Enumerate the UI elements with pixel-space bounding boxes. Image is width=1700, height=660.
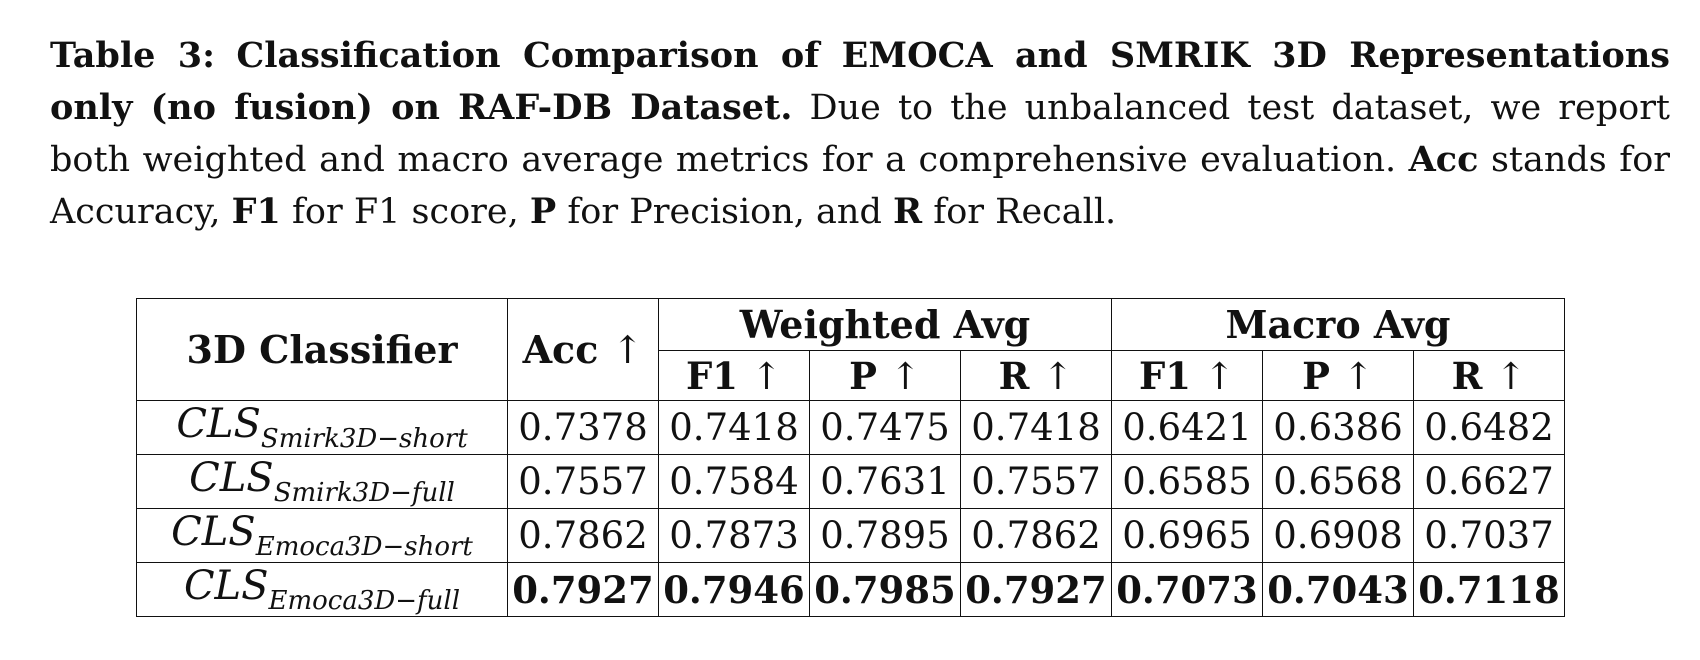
macro-r-cell: 0.7118 bbox=[1413, 562, 1565, 617]
acc-cell: 0.7927 bbox=[507, 562, 659, 617]
macro-r-cell: 0.6627 bbox=[1413, 454, 1565, 509]
caption-f1-key: F1 bbox=[231, 191, 281, 232]
up-arrow-icon: ↑ bbox=[1203, 354, 1235, 398]
up-arrow-icon: ↑ bbox=[889, 354, 921, 398]
caption-p-desc: for Precision, and bbox=[567, 192, 882, 232]
caption-p-key: P bbox=[529, 191, 557, 232]
classifier-subscript: Emoca3D−full bbox=[268, 586, 461, 616]
header-weighted-r-label: R bbox=[998, 353, 1030, 398]
macro-p-cell: 0.6568 bbox=[1262, 454, 1414, 509]
macro-f1-cell: 0.6585 bbox=[1111, 454, 1263, 509]
header-macro-r: R ↑ bbox=[1413, 350, 1565, 401]
table-row: CLSEmoca3D−short 0.7862 0.7873 0.7895 0.… bbox=[136, 508, 1565, 563]
results-table-container: 3D Classifier Acc ↑ Weighted Avg Macro A… bbox=[136, 298, 1565, 617]
caption-title: Classification Comparison of EMOCA and S… bbox=[50, 35, 1670, 128]
header-weighted-f1-label: F1 bbox=[686, 353, 739, 398]
header-weighted-avg: Weighted Avg bbox=[658, 298, 1112, 351]
weighted-r-cell: 0.7862 bbox=[960, 508, 1112, 563]
results-table: 3D Classifier Acc ↑ Weighted Avg Macro A… bbox=[136, 298, 1565, 617]
classifier-name: CLS bbox=[183, 563, 269, 609]
header-macro-f1: F1 ↑ bbox=[1111, 350, 1263, 401]
table-row-best: CLSEmoca3D−full 0.7927 0.7946 0.7985 0.7… bbox=[136, 562, 1565, 617]
caption-r-key: R bbox=[893, 191, 923, 232]
caption-r-desc: for Recall. bbox=[933, 192, 1117, 232]
header-weighted-p: P ↑ bbox=[809, 350, 961, 401]
header-macro-p-label: P bbox=[1302, 353, 1330, 398]
up-arrow-icon: ↑ bbox=[1042, 354, 1074, 398]
weighted-p-cell: 0.7895 bbox=[809, 508, 961, 563]
classifier-cell: CLSSmirk3D−full bbox=[136, 454, 508, 509]
header-macro-p: P ↑ bbox=[1262, 350, 1414, 401]
weighted-p-cell: 0.7631 bbox=[809, 454, 961, 509]
up-arrow-icon: ↑ bbox=[1495, 354, 1527, 398]
header-acc-label: Acc bbox=[522, 327, 599, 372]
classifier-name: CLS bbox=[189, 455, 274, 501]
classifier-subscript: Smirk3D−short bbox=[260, 424, 468, 454]
caption-acc-desc: stands for Accuracy, bbox=[50, 140, 1670, 232]
macro-f1-cell: 0.7073 bbox=[1111, 562, 1263, 617]
header-weighted-r: R ↑ bbox=[960, 350, 1112, 401]
macro-r-cell: 0.7037 bbox=[1413, 508, 1565, 563]
classifier-subscript: Smirk3D−full bbox=[273, 478, 455, 508]
caption-body: Due to the unbalanced test dataset, we r… bbox=[50, 88, 1670, 180]
weighted-f1-cell: 0.7418 bbox=[658, 400, 810, 455]
acc-cell: 0.7862 bbox=[507, 508, 659, 563]
header-weighted-p-label: P bbox=[849, 353, 877, 398]
weighted-r-cell: 0.7418 bbox=[960, 400, 1112, 455]
classifier-cell: CLSEmoca3D−full bbox=[136, 562, 508, 617]
header-classifier: 3D Classifier bbox=[136, 298, 508, 401]
weighted-p-cell: 0.7475 bbox=[809, 400, 961, 455]
classifier-name: CLS bbox=[176, 401, 261, 447]
header-acc: Acc ↑ bbox=[507, 298, 659, 401]
classifier-subscript: Emoca3D−short bbox=[255, 532, 473, 562]
classifier-cell: CLSEmoca3D−short bbox=[136, 508, 508, 563]
classifier-name: CLS bbox=[171, 509, 256, 555]
macro-p-cell: 0.6386 bbox=[1262, 400, 1414, 455]
weighted-r-cell: 0.7927 bbox=[960, 562, 1112, 617]
up-arrow-icon: ↑ bbox=[611, 328, 644, 372]
caption-label: Table 3: bbox=[50, 35, 216, 76]
caption-f1-desc: for F1 score, bbox=[291, 192, 519, 232]
header-macro-avg: Macro Avg bbox=[1111, 298, 1565, 351]
weighted-r-cell: 0.7557 bbox=[960, 454, 1112, 509]
header-weighted-f1: F1 ↑ bbox=[658, 350, 810, 401]
acc-cell: 0.7378 bbox=[507, 400, 659, 455]
header-macro-f1-label: F1 bbox=[1139, 353, 1192, 398]
classifier-cell: CLSSmirk3D−short bbox=[136, 400, 508, 455]
up-arrow-icon: ↑ bbox=[1342, 354, 1374, 398]
header-row-top: 3D Classifier Acc ↑ Weighted Avg Macro A… bbox=[136, 298, 1565, 401]
caption-acc-key: Acc bbox=[1408, 139, 1479, 180]
macro-f1-cell: 0.6421 bbox=[1111, 400, 1263, 455]
weighted-f1-cell: 0.7584 bbox=[658, 454, 810, 509]
header-macro-r-label: R bbox=[1451, 353, 1483, 398]
table-row: CLSSmirk3D−full 0.7557 0.7584 0.7631 0.7… bbox=[136, 454, 1565, 509]
macro-p-cell: 0.6908 bbox=[1262, 508, 1414, 563]
weighted-f1-cell: 0.7873 bbox=[658, 508, 810, 563]
weighted-f1-cell: 0.7946 bbox=[658, 562, 810, 617]
acc-cell: 0.7557 bbox=[507, 454, 659, 509]
table-row: CLSSmirk3D−short 0.7378 0.7418 0.7475 0.… bbox=[136, 400, 1565, 455]
table-caption: Table 3: Classification Comparison of EM… bbox=[50, 30, 1670, 238]
up-arrow-icon: ↑ bbox=[750, 354, 782, 398]
macro-r-cell: 0.6482 bbox=[1413, 400, 1565, 455]
weighted-p-cell: 0.7985 bbox=[809, 562, 961, 617]
macro-f1-cell: 0.6965 bbox=[1111, 508, 1263, 563]
macro-p-cell: 0.7043 bbox=[1262, 562, 1414, 617]
